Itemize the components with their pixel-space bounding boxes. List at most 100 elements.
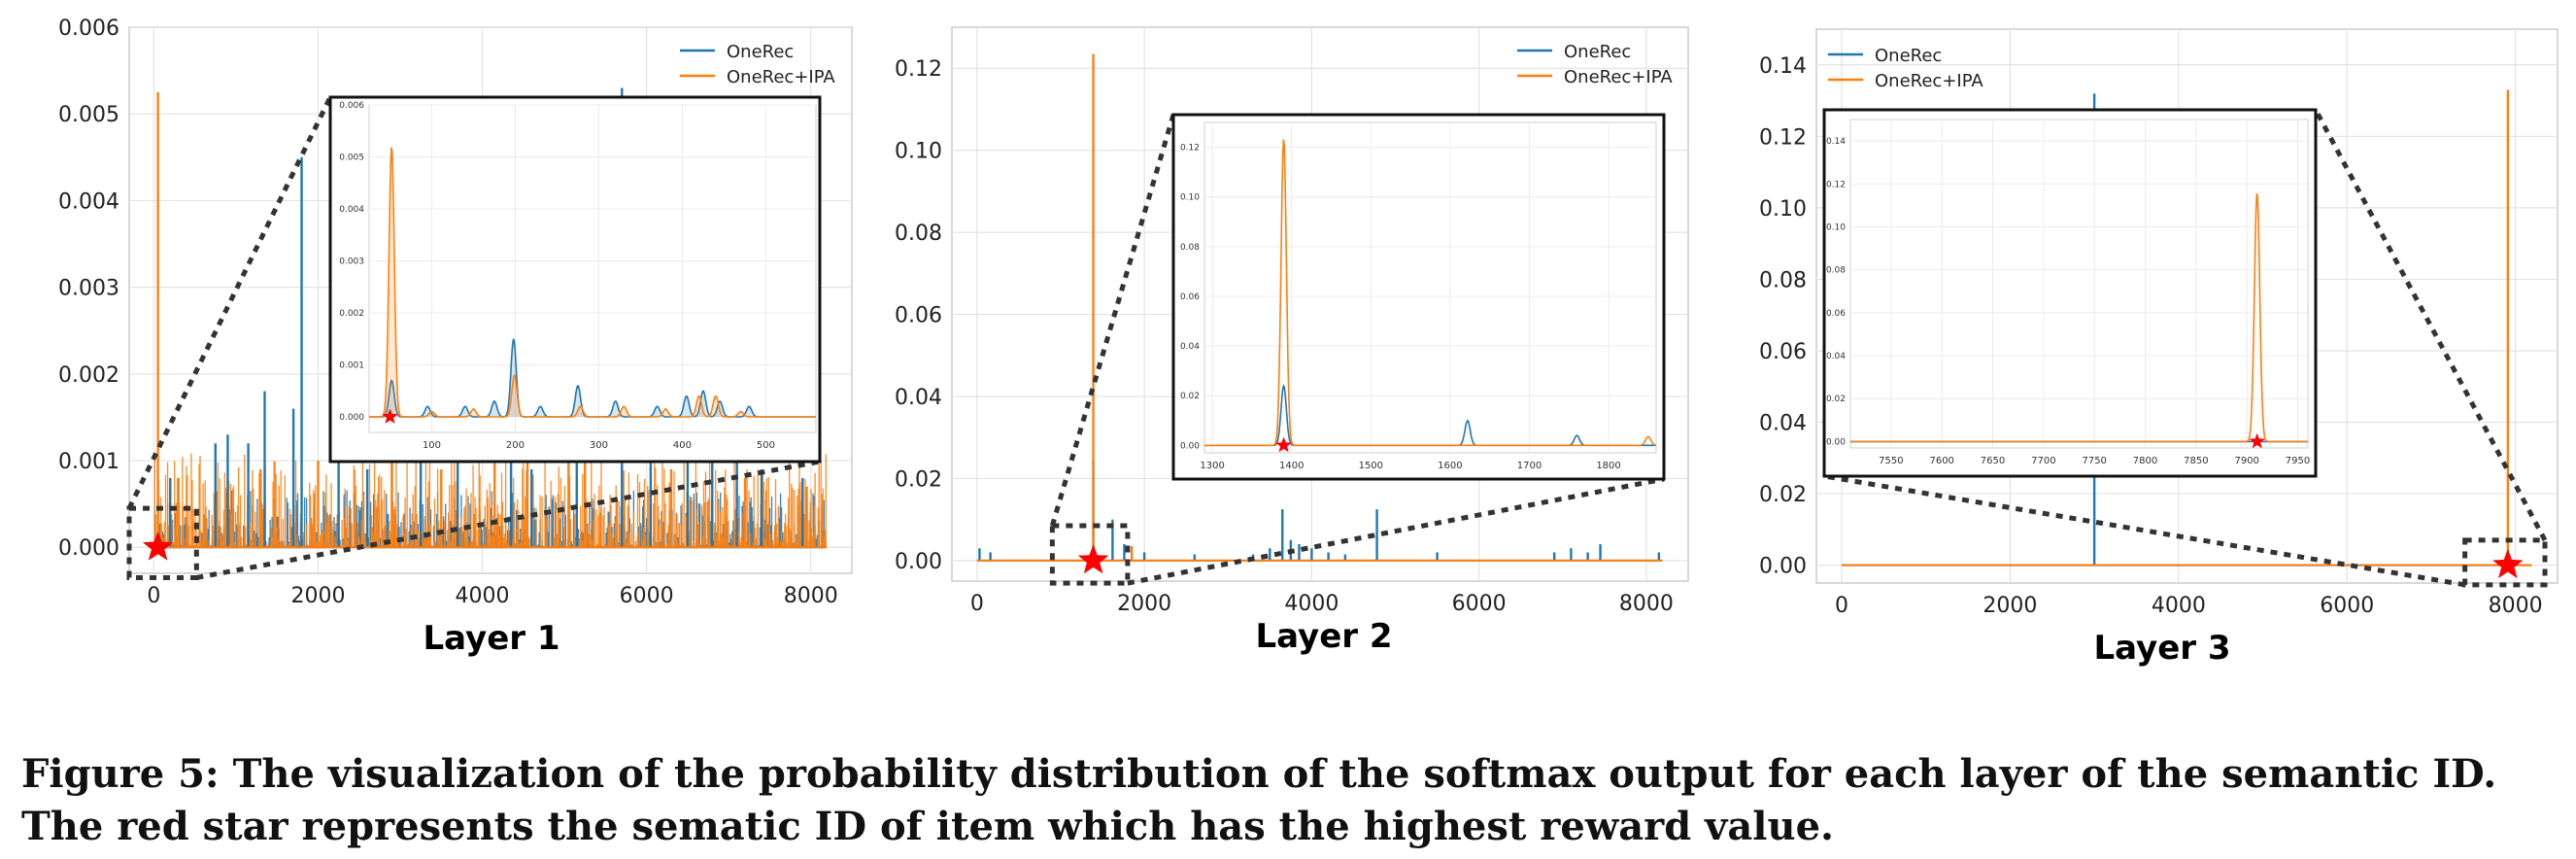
inset-y-tick-label: 0.005 <box>339 153 364 162</box>
inset-y-tick-label: 0.00 <box>1180 441 1200 451</box>
inset-x-tick-label: 7600 <box>1929 456 1953 466</box>
inset-curve-onerec-ipa <box>1850 193 2308 443</box>
x-tick-label: 8000 <box>2489 594 2543 618</box>
legend-label: OneRec <box>1875 46 1942 66</box>
inset-y-tick-label: 0.006 <box>339 101 364 111</box>
inset-x-tick-label: 300 <box>590 440 608 451</box>
y-tick-label: 0.10 <box>1759 197 1807 222</box>
inset-y-tick-label: 0.02 <box>1180 392 1200 401</box>
inset-x-tick-label: 1700 <box>1517 461 1542 471</box>
x-tick-label: 0 <box>1835 594 1848 618</box>
panel-title: Layer 3 <box>2093 629 2230 668</box>
y-tick-label: 0.001 <box>58 450 119 474</box>
inset-y-tick-label: 0.06 <box>1826 309 1846 319</box>
legend-label: OneRec <box>1564 42 1631 62</box>
inset-x-tick-label: 100 <box>423 440 441 451</box>
layer-1-chart: 0.000 0.001 0.002 0.003 0.004 0.005 0.006 0 200 0… <box>58 17 853 658</box>
y-tick-label: 0.06 <box>1759 340 1807 364</box>
inset-y-tick-label: 0.12 <box>1180 144 1200 154</box>
x-tick-label: 4000 <box>1284 592 1339 616</box>
inset-y-tick-label: 0.10 <box>1826 223 1846 232</box>
x-tick-label: 0 <box>970 592 984 616</box>
y-tick-label: 0.004 <box>58 189 119 214</box>
inset-curve-onerec-ipa <box>1204 139 1657 447</box>
y-tick-label: 0.12 <box>895 57 942 82</box>
zoom-connector <box>126 95 333 510</box>
zoom-source-box <box>1049 523 1131 586</box>
zoom-connector <box>1127 476 1665 586</box>
layer-3-chart: 0.00 0.02 0.04 0.06 0.08 0.10 0.12 0.14 0 2000 400… <box>1759 28 2559 668</box>
y-tick-label: 0.00 <box>895 550 942 574</box>
panel-title: Layer 1 <box>423 619 559 658</box>
reward-star <box>142 531 174 561</box>
zoom-source-box <box>2462 537 2548 588</box>
inset-curve-onerec-ipa <box>369 147 816 418</box>
inset-y-tick-label: 0.06 <box>1180 292 1200 302</box>
inset-plot-area <box>1849 119 2309 449</box>
zoom-inset: 0.000 0.001 0.002 0.003 0.004 0.005 0.006 100 20… <box>328 95 822 464</box>
inset-y-tick-label: 0.08 <box>1826 266 1846 276</box>
y-tick-label: 0.08 <box>1759 268 1807 292</box>
inset-reward-star <box>382 408 398 424</box>
figure-caption: Figure 5: The visualization of the proba… <box>21 751 2497 849</box>
y-tick-label: 0.02 <box>895 467 942 492</box>
inset-y-tick-label: 0.04 <box>1180 342 1200 352</box>
inset-y-tick-label: 0.10 <box>1180 193 1200 203</box>
inset-reward-star <box>1275 436 1292 453</box>
y-tick-label: 0.06 <box>895 304 942 328</box>
legend-label: OneRec+IPA <box>1564 67 1673 87</box>
inset-y-tick-label: 0.12 <box>1826 180 1846 189</box>
legend: OneRec OneRec+IPA <box>1517 42 1673 87</box>
inset-x-tick-label: 7900 <box>2234 456 2258 466</box>
inset-x-tick-label: 1400 <box>1279 461 1304 471</box>
inset-x-tick-label: 7550 <box>1879 456 1903 466</box>
x-tick-label: 0 <box>147 584 160 608</box>
inset-x-tick-label: 7700 <box>2031 456 2055 466</box>
x-tick-label: 6000 <box>2320 594 2374 618</box>
zoom-inset: 0.00 0.02 0.04 0.06 0.08 0.10 0.12 1300 1400 1500… <box>1171 113 1666 481</box>
legend: OneRec OneRec+IPA <box>680 42 835 87</box>
reward-star <box>1077 544 1109 574</box>
inset-plot-area <box>1203 121 1657 454</box>
legend-label: OneRec+IPA <box>727 67 835 87</box>
inset-y-tick-label: 0.002 <box>339 309 364 319</box>
inset-plot-area <box>368 104 817 433</box>
y-tick-label: 0.002 <box>58 363 119 388</box>
zoom-connector <box>1049 114 1176 527</box>
y-tick-label: 0.00 <box>1759 555 1807 579</box>
x-tick-label: 8000 <box>784 584 838 608</box>
y-tick-label: 0.10 <box>895 140 942 164</box>
inset-y-tick-label: 0.14 <box>1826 137 1846 147</box>
inset-x-tick-label: 500 <box>757 440 775 451</box>
inset-y-tick-label: 0.04 <box>1826 352 1846 361</box>
zoom-inset: 0.00 0.02 0.04 0.06 0.08 0.10 0.12 0.14 7550 7600… <box>1822 108 2318 478</box>
inset-x-tick-label: 1800 <box>1596 461 1620 471</box>
inset-x-tick-label: 7850 <box>2184 456 2208 466</box>
inset-y-tick-label: 0.000 <box>339 413 364 423</box>
x-tick-label: 2000 <box>1983 594 2037 618</box>
y-tick-label: 0.02 <box>1759 483 1807 507</box>
inset-x-tick-label: 400 <box>673 440 692 451</box>
layer-2-chart: 0.00 0.02 0.04 0.06 0.08 0.10 0.12 0 2000 4000 600… <box>895 26 1689 656</box>
y-tick-label: 0.003 <box>58 277 119 301</box>
y-tick-label: 0.14 <box>1759 54 1807 79</box>
inset-x-tick-label: 7800 <box>2133 456 2157 466</box>
inset-x-tick-label: 1300 <box>1200 461 1224 471</box>
inset-x-tick-label: 1500 <box>1359 461 1383 471</box>
inset-y-tick-label: 0.00 <box>1826 437 1846 447</box>
panel-title: Layer 2 <box>1255 617 1392 656</box>
y-tick-label: 0.08 <box>895 222 942 246</box>
zoom-source-box <box>126 505 199 580</box>
x-tick-label: 6000 <box>1452 592 1507 616</box>
x-tick-label: 4000 <box>2152 594 2206 618</box>
inset-area-onerec <box>369 338 816 417</box>
x-tick-label: 4000 <box>456 584 510 608</box>
inset-x-tick-label: 200 <box>506 440 525 451</box>
inset-y-tick-label: 0.001 <box>339 361 364 370</box>
legend: OneRec OneRec+IPA <box>1828 46 1983 91</box>
y-tick-label: 0.04 <box>1759 412 1807 436</box>
inset-y-tick-label: 0.08 <box>1180 243 1200 253</box>
zoom-connector <box>195 459 821 580</box>
y-tick-label: 0.12 <box>1759 125 1807 150</box>
